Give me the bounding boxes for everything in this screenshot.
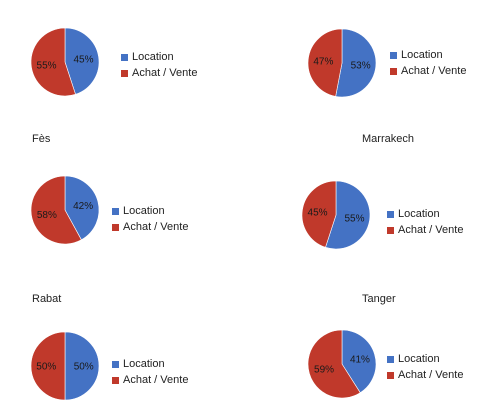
chart-title-rabat: Rabat [32, 293, 62, 305]
pie-value-label: 50% [36, 362, 56, 373]
pie-slice-location [64, 27, 100, 95]
pie-value-label: 42% [73, 201, 93, 212]
pie-svg-3: 55% 45% [301, 180, 371, 250]
legend-2: Location Achat / Vente [112, 203, 188, 235]
chart-title-tanger: Tanger [362, 293, 396, 305]
pie-svg-0: 45% 55% [30, 27, 100, 97]
legend-swatch-achat-vente [390, 67, 397, 75]
legend-swatch-achat-vente [112, 376, 119, 384]
legend-label-location: Location [401, 49, 443, 61]
legend-item-location: Location [121, 49, 197, 65]
pie-slice-achat-vente [30, 175, 82, 245]
pie-svg-2: 42% 58% [30, 175, 100, 245]
pie-value-label: 47% [313, 57, 333, 68]
legend-label-achat-vente: Achat / Vente [401, 65, 467, 77]
legend-label-location: Location [398, 353, 440, 365]
legend-4: Location Achat / Vente [112, 356, 188, 388]
pie-value-label: 55% [344, 213, 364, 224]
legend-label-achat-vente: Achat / Vente [132, 67, 198, 79]
legend-5: Location Achat / Vente [387, 351, 463, 383]
legend-item-achat-vente: Achat / Vente [121, 65, 197, 81]
pie-slice-achat-vente [307, 329, 361, 399]
legend-label-achat-vente: Achat / Vente [398, 369, 464, 381]
legend-item-achat-vente: Achat / Vente [387, 222, 463, 238]
pie-svg-4: 50% 50% [30, 331, 100, 401]
legend-label-achat-vente: Achat / Vente [398, 224, 464, 236]
pie-slice-achat-vente [30, 331, 66, 401]
pie-value-label: 50% [74, 362, 94, 373]
pie-value-label: 55% [37, 60, 57, 71]
legend-swatch-achat-vente [112, 223, 119, 231]
legend-item-location: Location [387, 351, 463, 367]
pie-slice-location [64, 175, 100, 241]
legend-item-location: Location [387, 206, 463, 222]
pie-value-label: 59% [314, 365, 334, 376]
pie-slice-location [335, 28, 377, 98]
legend-label-location: Location [123, 358, 165, 370]
legend-swatch-achat-vente [387, 226, 394, 234]
legend-label-location: Location [123, 205, 165, 217]
pie-value-label: 58% [37, 210, 57, 221]
chart-title-fes: Fès [32, 133, 51, 145]
legend-item-achat-vente: Achat / Vente [387, 367, 463, 383]
legend-swatch-achat-vente [121, 69, 128, 77]
pie-value-label: 45% [73, 55, 93, 66]
legend-3: Location Achat / Vente [387, 206, 463, 238]
legend-item-achat-vente: Achat / Vente [390, 63, 466, 79]
pie-slice-achat-vente [30, 27, 76, 97]
legend-label-achat-vente: Achat / Vente [123, 374, 189, 386]
legend-swatch-location [112, 360, 119, 368]
legend-0: Location Achat / Vente [121, 49, 197, 81]
pie-slice-location [64, 331, 100, 401]
legend-item-location: Location [390, 47, 466, 63]
legend-item-achat-vente: Achat / Vente [112, 219, 188, 235]
legend-label-achat-vente: Achat / Vente [123, 221, 189, 233]
legend-item-location: Location [112, 203, 188, 219]
pie-value-label: 45% [308, 208, 328, 219]
legend-swatch-location [112, 207, 119, 215]
legend-label-location: Location [132, 51, 174, 63]
legend-swatch-location [390, 51, 397, 59]
legend-swatch-location [387, 355, 394, 363]
pie-slice-location [325, 180, 371, 250]
legend-item-achat-vente: Achat / Vente [112, 372, 188, 388]
legend-item-location: Location [112, 356, 188, 372]
legend-label-location: Location [398, 208, 440, 220]
legend-swatch-location [121, 53, 128, 61]
legend-swatch-achat-vente [387, 371, 394, 379]
chart-title-marrakech: Marrakech [362, 133, 414, 145]
pie-svg-5: 41% 59% [307, 329, 377, 399]
pie-slice-achat-vente [301, 180, 337, 248]
pie-svg-1: 53% 47% [307, 28, 377, 98]
legend-swatch-location [387, 210, 394, 218]
pie-slice-achat-vente [307, 28, 343, 97]
legend-1: Location Achat / Vente [390, 47, 466, 79]
pie-value-label: 53% [351, 60, 371, 71]
pie-value-label: 41% [350, 354, 370, 365]
